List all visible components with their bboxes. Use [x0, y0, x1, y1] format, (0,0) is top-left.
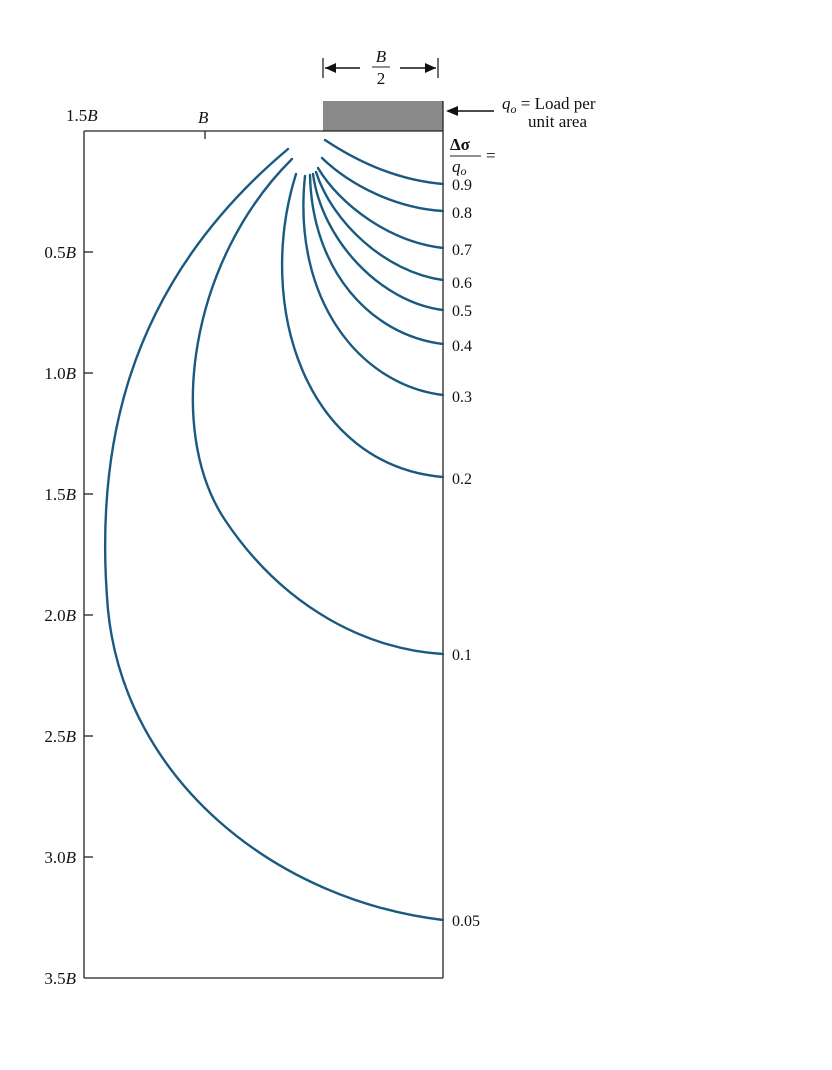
top-axis: 1.5B B	[66, 106, 209, 139]
isobar-0.3	[302, 174, 445, 397]
isobar-label-0.2: 0.2	[452, 471, 472, 488]
isobar-0.9	[323, 138, 445, 186]
ratio-equals: =	[486, 146, 496, 165]
isobar-label-0.5: 0.5	[452, 303, 472, 320]
isobar-0.8	[320, 156, 445, 213]
load-label-line2: unit area	[528, 112, 587, 131]
top-label-B: B	[198, 108, 209, 127]
load-annotation: qo = Load per unit area	[446, 94, 596, 131]
isobar-label-0.7: 0.7	[452, 242, 472, 259]
load-label-line1: qo = Load per	[502, 94, 596, 116]
depth-label-3.5B: 3.5B	[44, 969, 76, 988]
isobar-labels: 0.9 0.8 0.7 0.6 0.5 0.4 0.3 0.2 0.1 0.05	[452, 177, 480, 930]
footing-load-block	[323, 101, 443, 131]
isobar-label-0.8: 0.8	[452, 205, 472, 222]
isobar-label-0.6: 0.6	[452, 275, 472, 292]
isobar-0.5	[311, 172, 445, 312]
isobar-label-0.4: 0.4	[452, 338, 472, 355]
depth-label-2.0B: 2.0B	[44, 606, 76, 625]
isobar-label-0.3: 0.3	[452, 389, 472, 406]
isobar-label-0.9: 0.9	[452, 177, 472, 194]
isobar-0.7	[316, 166, 445, 250]
depth-label-0.5B: 0.5B	[44, 243, 76, 262]
depth-label-1.0B: 1.0B	[44, 364, 76, 383]
depth-axis: 0.5B 1.0B 1.5B 2.0B 2.5B 3.0B 3.5B	[44, 243, 93, 988]
isobar-0.6	[314, 170, 445, 282]
ratio-header: Δσ qo =	[450, 135, 496, 178]
ratio-numerator: Δσ	[450, 135, 471, 154]
half-width-dimension: B 2	[322, 47, 439, 88]
isobar-0.4	[308, 173, 445, 346]
isobar-curves	[103, 138, 445, 922]
depth-label-2.5B: 2.5B	[44, 727, 76, 746]
isobar-0.2	[280, 172, 445, 479]
half-width-denominator: 2	[377, 69, 386, 88]
ratio-denominator: qo	[452, 157, 467, 178]
half-width-numerator: B	[376, 47, 387, 66]
depth-label-3.0B: 3.0B	[44, 848, 76, 867]
isobar-label-0.1: 0.1	[452, 647, 472, 664]
top-label-1.5B: 1.5B	[66, 106, 98, 125]
depth-label-1.5B: 1.5B	[44, 485, 76, 504]
isobar-0.05	[103, 147, 445, 922]
isobar-label-0.05: 0.05	[452, 913, 480, 930]
isobar-0.1	[191, 157, 445, 656]
